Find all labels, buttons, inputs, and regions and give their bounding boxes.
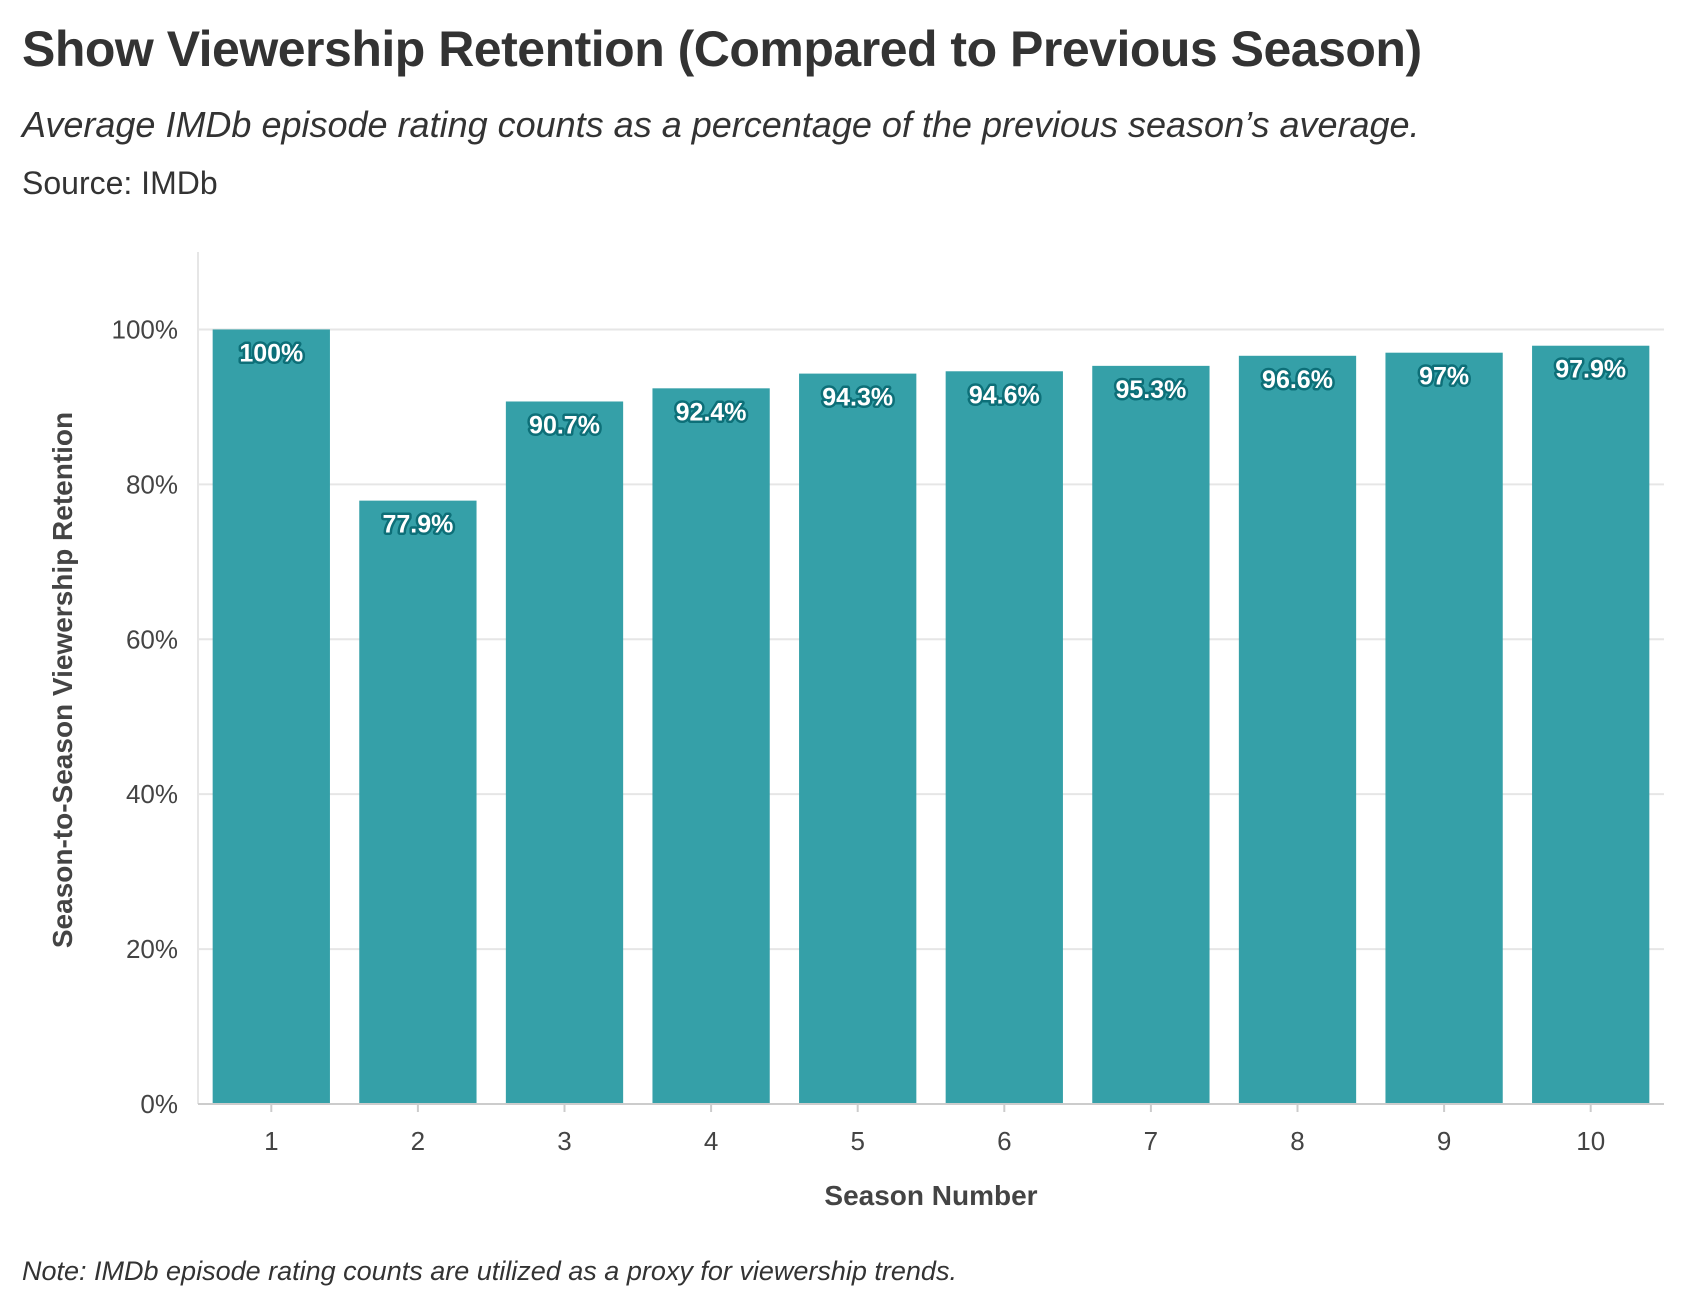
y-tick-label: 80% [126, 469, 178, 499]
y-tick-label: 40% [126, 779, 178, 809]
x-tick-label: 7 [1144, 1126, 1158, 1156]
bar-season-4 [652, 388, 770, 1104]
bar-data-label: 94.3% [822, 384, 893, 412]
x-tick-label: 9 [1437, 1126, 1451, 1156]
x-axis-title: Season Number [824, 1180, 1037, 1211]
x-tick-label: 5 [850, 1126, 864, 1156]
bar-season-1 [212, 329, 330, 1104]
x-tick-label: 6 [997, 1126, 1011, 1156]
chart-note: Note: IMDb episode rating counts are uti… [22, 1256, 957, 1286]
y-axis-title: Season-to-Season Viewership Retention [47, 412, 78, 948]
bar-data-label: 77.9% [382, 511, 453, 539]
bar-season-9 [1385, 352, 1503, 1104]
y-tick-label: 60% [126, 624, 178, 654]
bar-data-label: 96.6% [1262, 366, 1333, 394]
chart-subtitle: Average IMDb episode rating counts as a … [22, 104, 1420, 145]
y-tick-label: 0% [140, 1089, 178, 1119]
y-tick-label: 100% [112, 314, 179, 344]
x-tick-label: 4 [704, 1126, 718, 1156]
bar-season-7 [1092, 365, 1210, 1105]
x-tick-label: 8 [1290, 1126, 1304, 1156]
bar-season-2 [359, 500, 477, 1104]
bar-data-label: 92.4% [676, 398, 747, 426]
chart-source: Source: IMDb [22, 165, 218, 201]
chart-title: Show Viewership Retention (Compared to P… [22, 21, 1422, 77]
bar-data-label: 97% [1419, 363, 1469, 391]
bar-season-10 [1532, 345, 1650, 1105]
y-tick-label: 20% [126, 934, 178, 964]
bars [212, 329, 1650, 1105]
x-tick-label: 10 [1576, 1126, 1605, 1156]
bar-chart: 0% 20% 40% 60% 80% 100% 1 2 3 4 5 6 7 8 9 10 100% 77.9% 9… [47, 252, 1664, 1211]
bar-season-5 [799, 373, 917, 1104]
bar-data-label: 97.9% [1555, 356, 1626, 384]
axes: 0% 20% 40% 60% 80% 100% 1 2 3 4 5 6 7 8 9 10 [112, 252, 1664, 1156]
x-tick-label: 2 [411, 1126, 425, 1156]
x-tick-label: 3 [557, 1126, 571, 1156]
x-tick-label: 1 [264, 1126, 278, 1156]
bar-season-6 [945, 371, 1063, 1104]
bar-data-label: 90.7% [529, 411, 600, 439]
data-labels: 100% 77.9% 90.7% 92.4% 94.3% 94.6% 95.3% 96.6% 9… [237, 337, 1629, 541]
bar-season-8 [1238, 355, 1357, 1105]
bar-season-3 [505, 401, 624, 1104]
bar-data-label: 94.6% [969, 381, 1040, 409]
bar-data-label: 100% [239, 339, 303, 367]
bar-data-label: 95.3% [1115, 376, 1186, 404]
